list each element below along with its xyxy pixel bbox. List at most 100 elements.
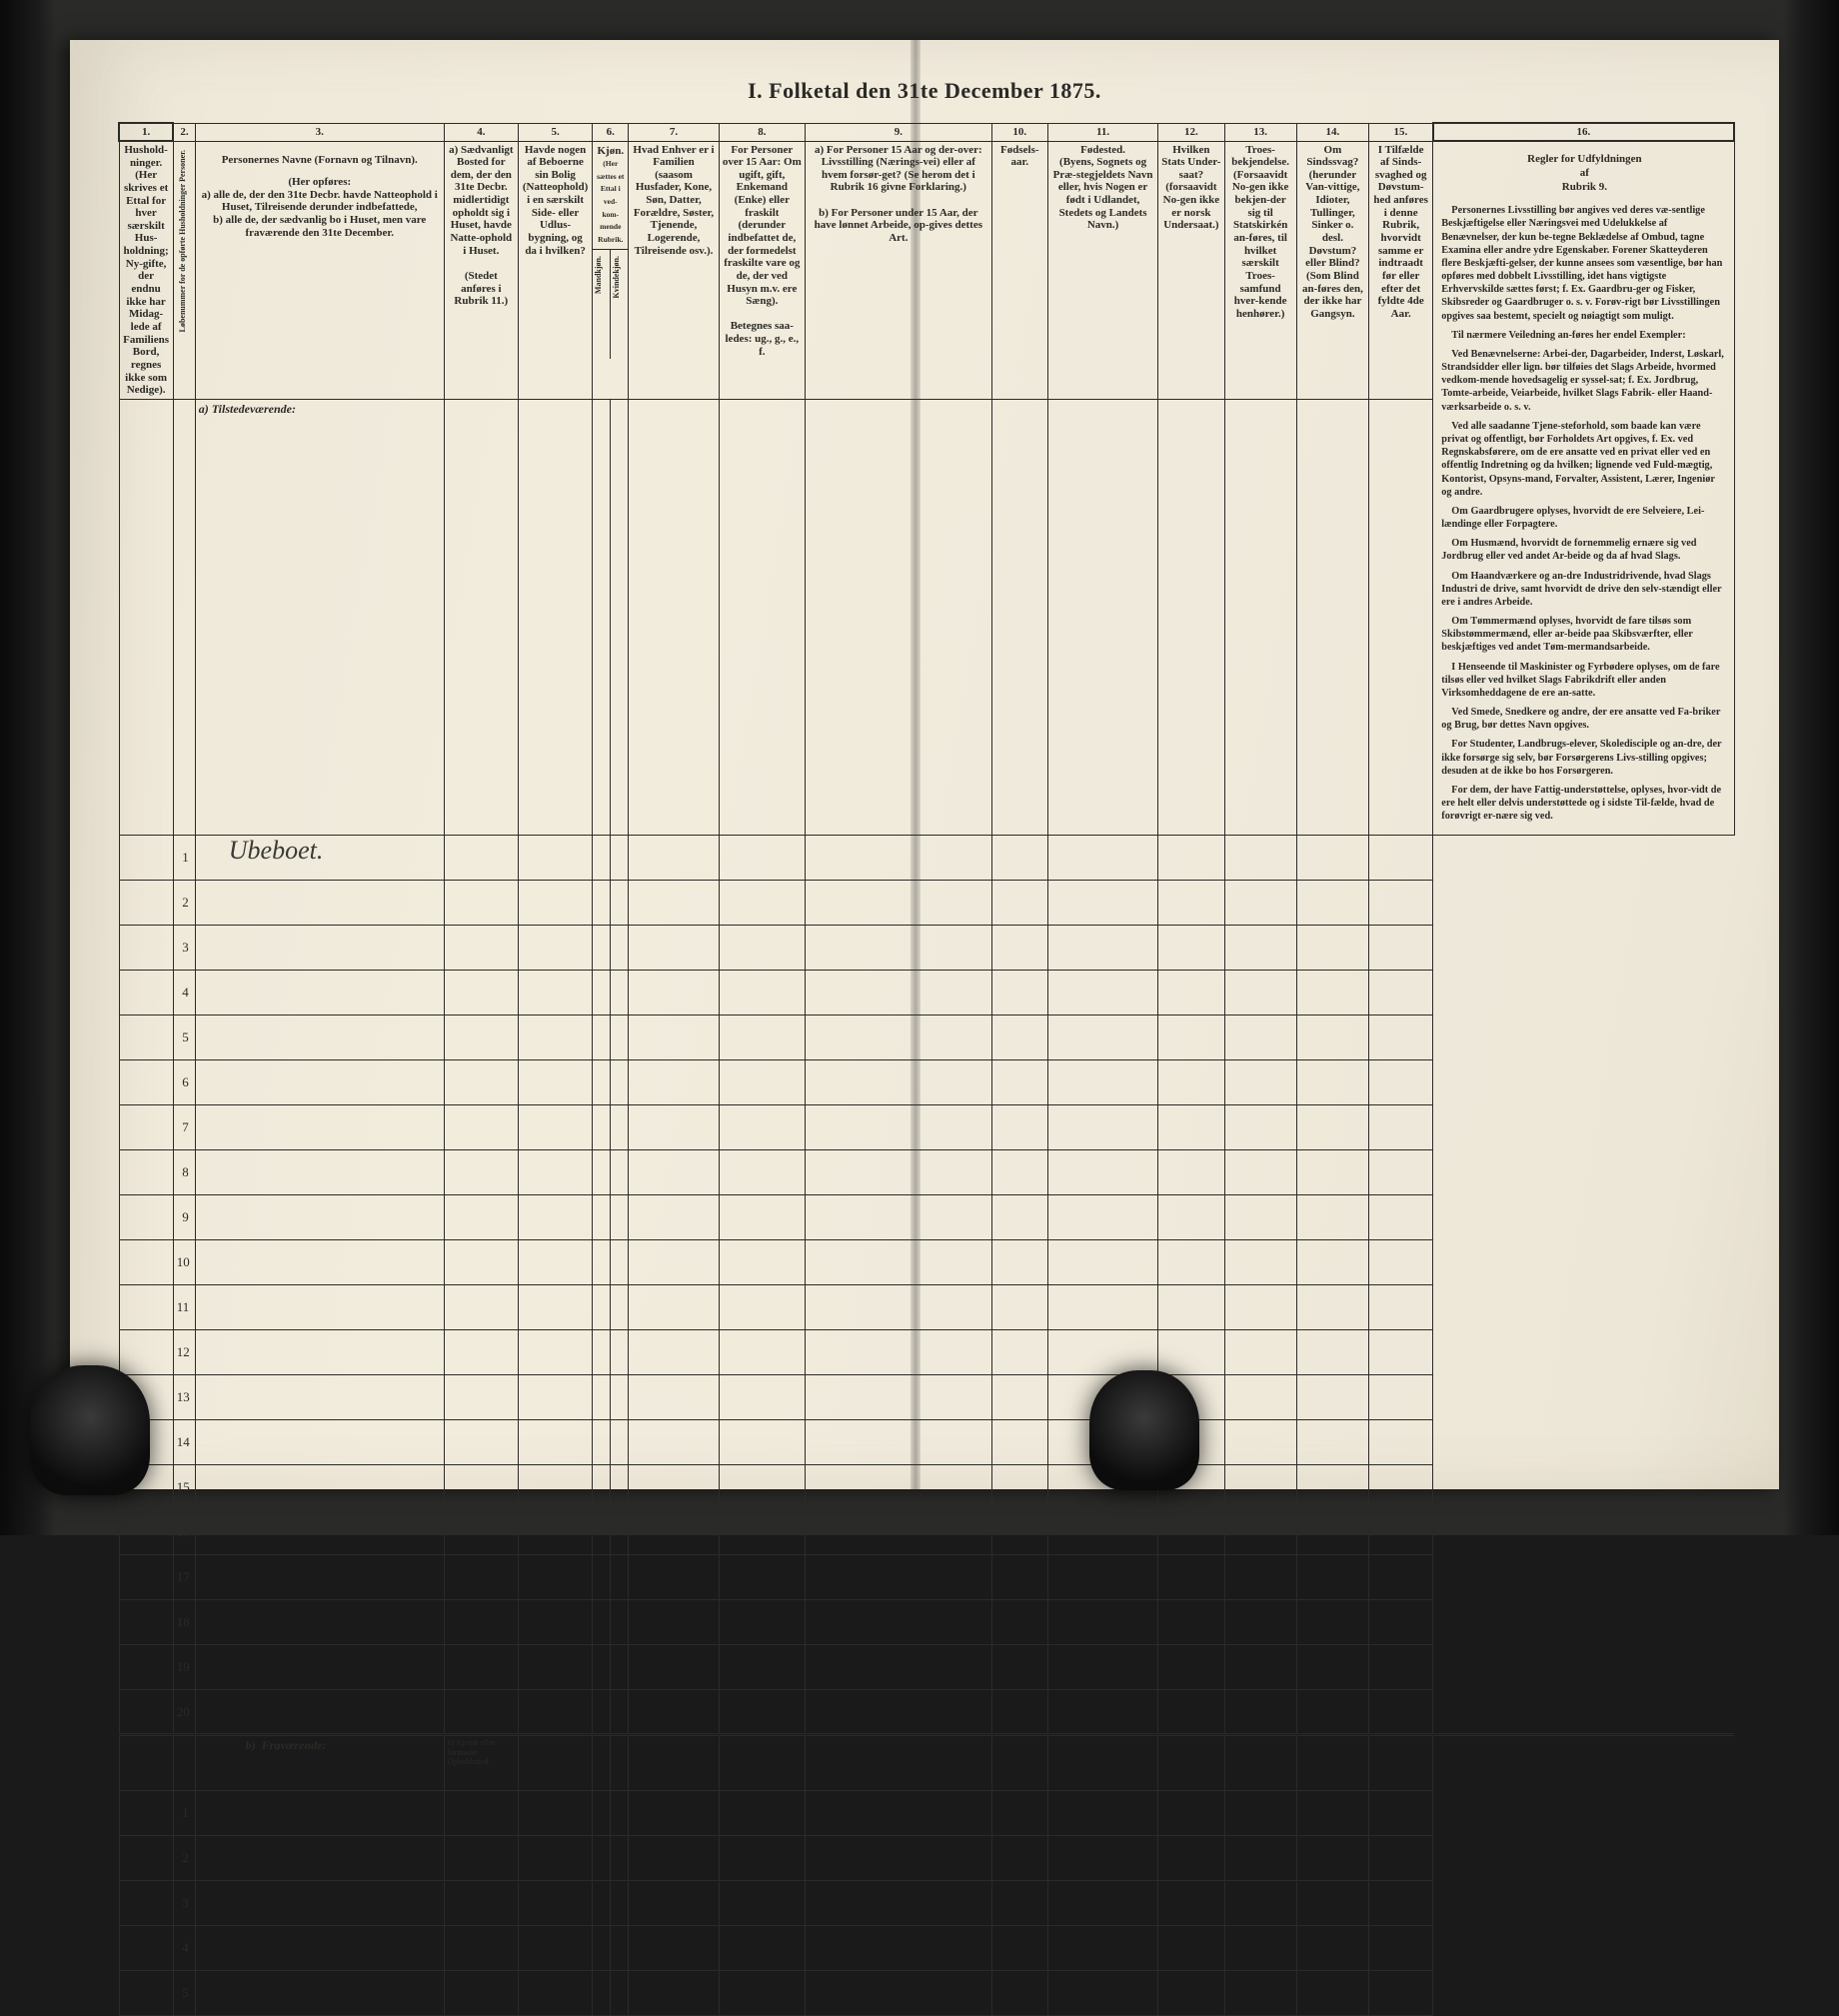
cell [991,1690,1047,1735]
table-row: 5 [119,1971,1734,2016]
table-row: 13 [119,1375,1734,1420]
cell [1158,1285,1224,1330]
cell [1296,1881,1368,1926]
hdr-10: Fødsels-aar. [991,141,1047,399]
cell [805,1105,991,1150]
hdr-4-note: (Stedet anføres i Rubrik 11.) [454,270,508,307]
form-area: 1. 2. 3. 4. 5. 6. 7. 8. 9. 10. 11. 12. 1… [118,122,1735,1441]
cell [1224,1195,1296,1240]
handwritten-entry: Ubeboet. [199,838,441,864]
cell [805,1971,991,2016]
section-b-col4: b) Kjendt eller formodet Opholdssted. [444,1735,518,1791]
cell [611,1971,629,2016]
cell [1224,1555,1296,1600]
coln-16: 16. [1433,123,1734,141]
cell [1158,1105,1224,1150]
cell [611,1600,629,1645]
cell [444,1285,518,1330]
cell [1224,926,1296,971]
rules-p4: Ved alle saadanne Tjene-steforhold, som … [1441,420,1727,499]
cell [991,926,1047,971]
hdr-9b: b) For Personer under 15 Aar, der have l… [815,207,982,244]
cell-name [195,881,444,926]
cell [1296,1971,1368,2016]
cell-rownum: 1 [173,1791,195,1836]
cell [991,1420,1047,1465]
cell [1296,1690,1368,1735]
cell [805,1330,991,1375]
cell [1369,926,1433,971]
cell [1047,1285,1157,1330]
cell-rownum: 13 [173,1375,195,1420]
table-row: 6 [119,1060,1734,1105]
cell-name [195,1555,444,1600]
cell [1369,1926,1433,1971]
cell [719,1420,805,1465]
table-row: 17 [119,1555,1734,1600]
cell [1369,1791,1433,1836]
cell [593,1881,611,1926]
hdr-1-note: (Her skrives et Ettal for hver særskilt … [123,169,169,396]
cell [719,1465,805,1510]
cell [805,1690,991,1735]
coln-15: 15. [1369,123,1433,141]
cell [1369,1375,1433,1420]
cell-name [195,1015,444,1060]
cell [991,1510,1047,1555]
cell [1047,1060,1157,1105]
cell [1047,971,1157,1015]
hdr-3-title: Personernes Navne (Fornavn og Tilnavn). [222,154,418,166]
cell [593,1060,611,1105]
cell-rownum: 11 [173,1285,195,1330]
cell [629,1510,719,1555]
cell-rownum: 7 [173,1105,195,1150]
cell [1369,1881,1433,1926]
cell [1296,1791,1368,1836]
cell [1296,1195,1368,1240]
table-row: 10 [119,1240,1734,1285]
cell [1158,836,1224,881]
hdr-2-vert: Løbenummer for de opførte Husholdninger … [177,144,188,338]
cell-name [195,1195,444,1240]
hdr-3: Personernes Navne (Fornavn og Tilnavn). … [195,141,444,399]
cell [719,1195,805,1240]
cell-household [119,1881,173,1926]
cell [805,836,991,881]
cell [991,881,1047,926]
cell [1369,1600,1433,1645]
cell [1158,1060,1224,1105]
cell-rownum: 5 [173,1015,195,1060]
cell [1224,881,1296,926]
cell [611,1150,629,1195]
coln-4: 4. [444,123,518,141]
cell [629,971,719,1015]
thumb-right [1089,1370,1199,1490]
cell [518,1926,592,1971]
cell [805,1555,991,1600]
hdr-14-note2: Døvstum? eller Blind? (Som Blind an-føre… [1302,245,1363,320]
cell [805,1285,991,1330]
cell [1369,1150,1433,1195]
cell [719,1375,805,1420]
rows-section-a: 1Ubeboet.234567891011121314151617181920 [119,836,1734,1735]
cell [629,1600,719,1645]
cell [629,1375,719,1420]
cell [719,1240,805,1285]
cell [629,1926,719,1971]
coln-7: 7. [629,123,719,141]
cell [1369,1105,1433,1150]
cell [1047,881,1157,926]
cell [1224,1971,1296,2016]
table-row: 1Ubeboet. [119,836,1734,881]
cell [444,1105,518,1150]
cell [444,971,518,1015]
table-row: 4 [119,971,1734,1015]
cell-rownum: 17 [173,1555,195,1600]
cell [719,1285,805,1330]
cell [991,1240,1047,1285]
cell [629,1285,719,1330]
cell-name [195,1971,444,2016]
hdr-6-note: (Her sættes et Ettal i ved-kom-mende Rub… [597,159,624,244]
cell [805,1015,991,1060]
cell [1224,1690,1296,1735]
